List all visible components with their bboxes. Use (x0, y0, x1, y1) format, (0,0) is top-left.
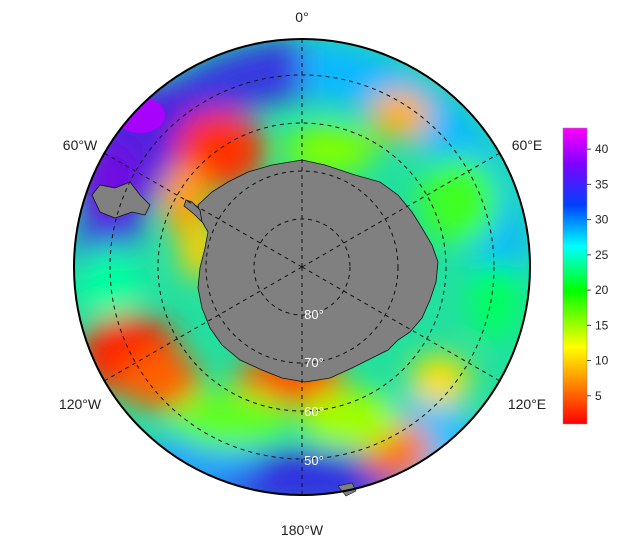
lon-label-180w: 180°W (281, 522, 324, 538)
colorbar-gradient (562, 127, 588, 425)
lat-label-60: 60° (304, 404, 324, 419)
south-america-tip (91, 181, 151, 219)
colorbar: 40 35 30 25 20 15 10 5 (562, 127, 609, 425)
map-boundary (73, 38, 531, 496)
colorbar-tick-label: 25 (595, 248, 609, 262)
lon-label-60e: 60°E (512, 137, 543, 153)
colorbar-tick-label: 20 (595, 283, 609, 297)
colorbar-tick-label: 30 (595, 213, 609, 227)
lat-label-80: 80° (304, 307, 324, 322)
lon-label-120w: 120°W (59, 396, 102, 412)
graticule (103, 39, 501, 495)
antarctic-peninsula (183, 199, 203, 224)
colorbar-tick-label: 5 (595, 389, 602, 403)
lon-label-120e: 120°E (508, 396, 546, 412)
colorbar-tick-label: 15 (595, 318, 609, 332)
lon-label-0: 0° (295, 9, 308, 25)
colorbar-tick-label: 40 (595, 142, 609, 156)
colorbar-tick-label: 10 (595, 354, 609, 368)
colorbar-tick-label: 35 (595, 177, 609, 191)
southern-island (337, 482, 357, 497)
lat-label-50: 50° (304, 453, 324, 468)
lat-label-70: 70° (304, 355, 324, 370)
lon-label-60w: 60°W (63, 137, 98, 153)
